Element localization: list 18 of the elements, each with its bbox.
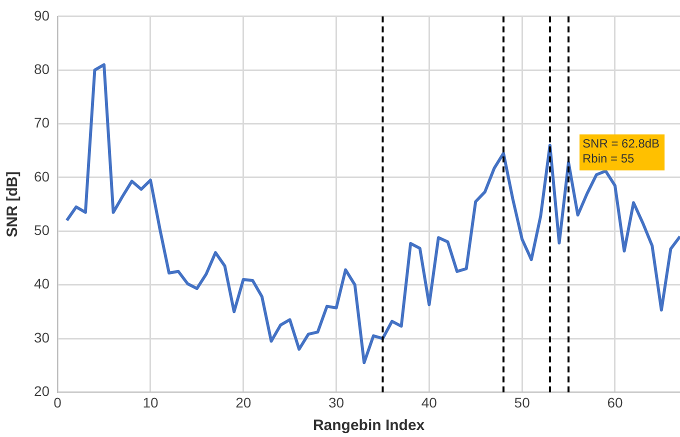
annotation: SNR = 62.8dB Rbin = 55 [582,136,660,166]
y-tick-label: 90 [34,7,50,24]
x-axis-title: Rangebin Index [312,417,426,434]
x-tick-label: 30 [328,394,344,410]
y-tick-label: 50 [34,222,50,238]
y-tick-label: 30 [34,329,50,346]
x-tick-label: 40 [421,394,438,410]
y-axis-title: SNR [dB] [4,171,22,238]
y-tick-label: 70 [34,114,50,131]
x-tick-label: 50 [514,394,530,410]
y-tick-label: 40 [34,276,50,292]
x-tick-label: 60 [607,394,623,410]
x-tick-label: 20 [236,394,252,410]
y-tick-label: 60 [34,168,50,184]
x-tick-label: 10 [142,394,158,410]
y-tick-label: 20 [34,383,50,400]
y-tick-label: 80 [34,60,50,77]
x-tick-label: 0 [54,394,62,410]
